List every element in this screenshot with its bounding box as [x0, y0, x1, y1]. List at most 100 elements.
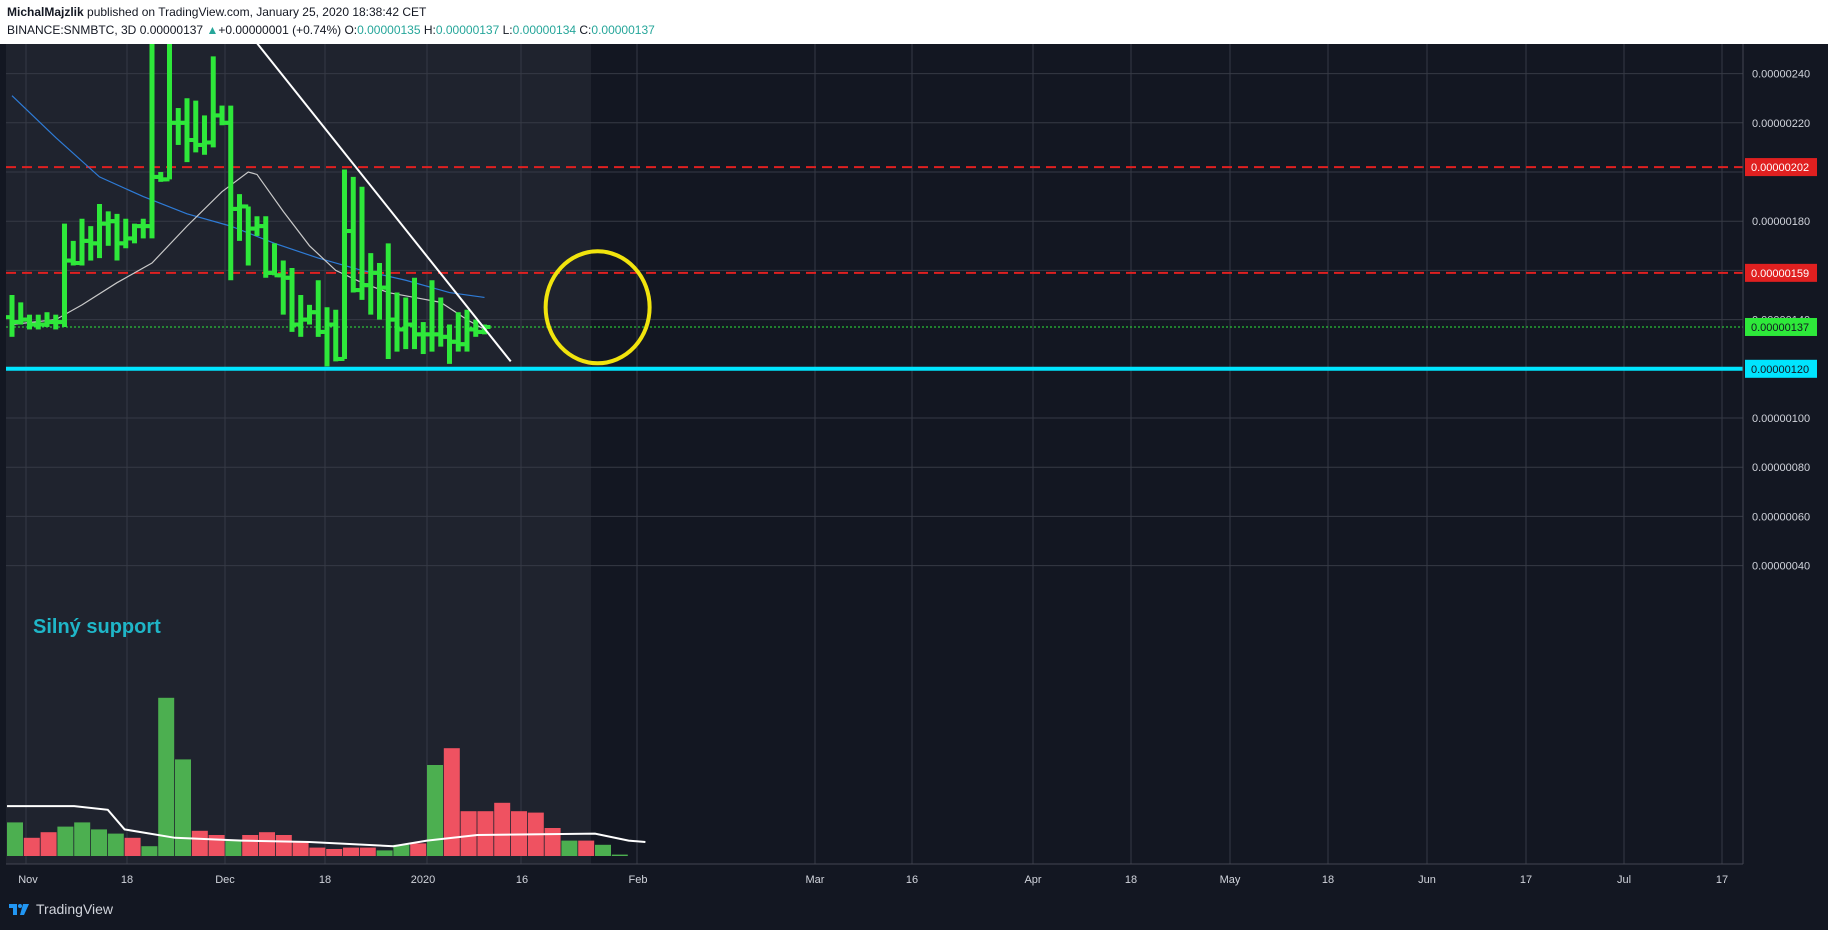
volume-bar: [259, 832, 275, 856]
volume-bar: [460, 811, 477, 856]
high-value: 0.00000137: [435, 23, 500, 37]
y-tick-label: 0.00000100: [1752, 413, 1810, 425]
volume-bar: [578, 840, 595, 856]
volume-bar: [326, 849, 343, 856]
low-label: L:: [502, 23, 513, 37]
volume-bar: [158, 697, 175, 856]
tradingview-brand: TradingView: [36, 901, 114, 917]
x-tick-label: 18: [1322, 874, 1334, 886]
publish-info: MichalMajzlik published on TradingView.c…: [7, 5, 426, 19]
open-value: 0.00000135: [357, 23, 421, 37]
x-tick-label: Jun: [1418, 874, 1436, 886]
price-tag-bg: [1745, 317, 1817, 336]
y-tick-label: 0.00000040: [1752, 561, 1810, 573]
price-tag-label: 0.00000202: [1751, 162, 1809, 174]
y-tick-label: 0.00000080: [1752, 462, 1810, 474]
volume-bar: [175, 759, 191, 856]
x-tick-label: 18: [319, 874, 331, 886]
volume-bar: [242, 835, 259, 856]
x-tick-label: 16: [906, 874, 918, 886]
price-change-arrow-icon: ▲: [206, 23, 219, 37]
volume-bar: [23, 837, 40, 856]
volume-bar: [343, 847, 359, 856]
price-tag-label: 0.00000137: [1751, 322, 1809, 334]
volume-bar: [91, 829, 107, 856]
volume-bar: [561, 840, 578, 856]
volume-bar: [544, 828, 561, 856]
tradingview-logo[interactable]: TradingView: [8, 901, 113, 917]
x-tick-label: Feb: [629, 874, 648, 886]
x-tick-label: Dec: [215, 874, 235, 886]
price-tag: 0.00000159: [1745, 263, 1817, 282]
volume-bar: [376, 850, 393, 856]
volume-bar: [57, 826, 74, 856]
last-price: 0.00000137: [139, 23, 204, 37]
historical-range-shade: [6, 44, 591, 864]
close-value: 0.00000137: [591, 23, 655, 37]
x-tick-label: Apr: [1024, 874, 1041, 886]
price-tag: 0.00000137: [1745, 317, 1817, 336]
price-tag: 0.00000120: [1745, 359, 1817, 378]
high-label: H:: [423, 23, 436, 37]
support-annotation[interactable]: Silný support: [33, 616, 161, 638]
volume-bar: [74, 822, 91, 856]
author-name[interactable]: MichalMajzlik: [7, 5, 84, 19]
x-tick-label: 18: [121, 874, 133, 886]
price-change: +0.00000001 (+0.74%): [218, 23, 342, 37]
x-tick-label: Jul: [1617, 874, 1631, 886]
volume-bar: [427, 765, 443, 856]
volume-bar: [225, 840, 242, 856]
ma-fast-line: [11, 171, 485, 330]
x-tick-label: 18: [1125, 874, 1137, 886]
chart-header: MichalMajzlik published on TradingView.c…: [0, 0, 1828, 44]
volume-ma-line: [7, 805, 646, 848]
price-tag-bg: [1745, 263, 1817, 282]
x-tick-label: 2020: [411, 874, 435, 886]
price-tags: 0.000003000.000002020.000001590.00000120…: [1745, 158, 1817, 378]
volume-bar: [275, 835, 292, 856]
y-tick-label: 0.00000240: [1752, 69, 1810, 81]
y-tick-label: 0.00000180: [1752, 216, 1810, 228]
price-tag-label: 0.00000120: [1751, 364, 1809, 376]
price-chart[interactable]: Silný support 0.000000400.000000600.0000…: [0, 44, 1828, 890]
volume-bar: [208, 835, 225, 856]
low-value: 0.00000134: [512, 23, 577, 37]
price-tag: 0.00000202: [1745, 158, 1817, 177]
volume-bar: [393, 844, 410, 856]
open-label: O:: [344, 23, 358, 37]
volume-bar: [7, 822, 23, 856]
x-tick-label: 16: [516, 874, 528, 886]
tradingview-logo-icon: [9, 904, 29, 915]
volume-bar: [477, 811, 494, 856]
volume-bar: [359, 847, 376, 856]
volume-bar: [595, 844, 611, 856]
volume-bar: [292, 842, 309, 856]
volume-bar: [309, 847, 326, 856]
volume-bar: [40, 832, 57, 856]
close-label: C:: [579, 23, 592, 37]
x-tick-label: May: [1220, 874, 1241, 886]
y-tick-label: 0.00000220: [1752, 118, 1810, 130]
volume-bar: [611, 854, 628, 856]
time-axis[interactable]: Nov 18 Dec 18 2020 16 Feb Mar 16 Apr 18 May 18 Jun 17 J…: [18, 874, 1728, 886]
volume-bar: [141, 846, 158, 856]
price-tag-bg: [1745, 359, 1817, 378]
x-tick-label: Mar: [806, 874, 825, 886]
price-tag-bg: [1745, 158, 1817, 177]
x-tick-label: 17: [1716, 874, 1728, 886]
volume-bar: [107, 833, 124, 856]
symbol-name[interactable]: BINANCE:SNMBTC, 3D: [7, 23, 137, 37]
volume-bar: [124, 837, 141, 856]
symbol-info: BINANCE:SNMBTC, 3D 0.00000137 ▲+0.000000…: [7, 23, 655, 37]
price-axis[interactable]: 0.00000040 0.00000060 0.00000080 0.00000100…: [1752, 44, 1810, 573]
breakout-circle[interactable]: [543, 249, 652, 366]
footer: TradingView: [0, 890, 1828, 930]
published-text: published on TradingView.com, January 25…: [87, 5, 427, 19]
downtrend-line[interactable]: [154, 44, 512, 363]
price-tag-label: 0.00000159: [1751, 268, 1809, 280]
y-tick-label: 0.00000060: [1752, 511, 1810, 523]
volume-bar: [494, 802, 511, 856]
volume-bar: [443, 748, 460, 856]
ohlc-bars[interactable]: [6, 44, 491, 367]
x-tick-label: 17: [1520, 874, 1532, 886]
